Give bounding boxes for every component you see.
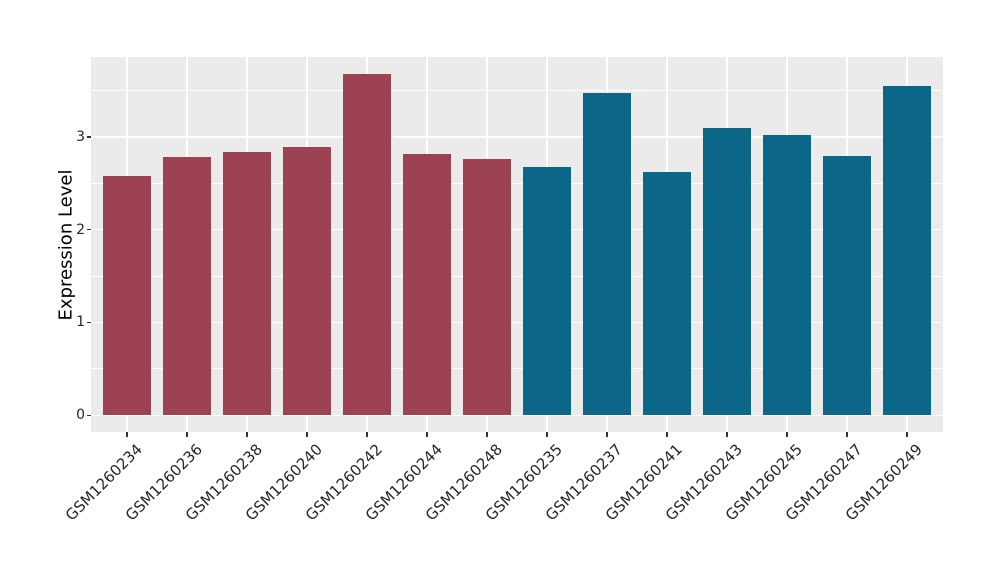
- x-tick-GSM1260241: [666, 432, 668, 437]
- x-tick-GSM1260249: [906, 432, 908, 437]
- bar-GSM1260248: [463, 159, 511, 416]
- y-tick-label-3: 3: [76, 128, 85, 145]
- y-tick-label-2: 2: [76, 221, 85, 238]
- x-tick-GSM1260242: [366, 432, 368, 437]
- bar-GSM1260240: [283, 147, 331, 416]
- x-tick-GSM1260248: [486, 432, 488, 437]
- y-tick-3: [86, 136, 91, 138]
- plot-panel: [91, 57, 943, 432]
- y-tick-2: [86, 228, 91, 231]
- x-tick-GSM1260234: [126, 432, 128, 437]
- bar-GSM1260249: [883, 85, 931, 416]
- minor-gridline: [91, 89, 943, 91]
- x-tick-GSM1260237: [606, 432, 608, 437]
- x-tick-GSM1260244: [426, 432, 428, 437]
- bar-GSM1260243: [703, 127, 751, 416]
- x-tick-GSM1260238: [246, 432, 248, 437]
- x-tick-GSM1260245: [786, 432, 788, 437]
- x-tick-GSM1260247: [846, 432, 848, 437]
- major-gridline: [91, 414, 943, 417]
- y-tick-1: [86, 321, 91, 324]
- y-axis-title: Expression Level: [55, 169, 77, 321]
- x-tick-GSM1260240: [306, 432, 308, 437]
- minor-gridline: [91, 368, 943, 370]
- major-gridline: [91, 136, 943, 138]
- minor-gridline: [91, 182, 943, 184]
- bar-GSM1260242: [343, 73, 391, 416]
- bar-GSM1260245: [763, 134, 811, 416]
- y-tick-0: [86, 414, 91, 417]
- bar-GSM1260236: [163, 157, 211, 416]
- x-tick-GSM1260236: [186, 432, 188, 437]
- major-gridline: [91, 321, 943, 324]
- minor-gridline: [91, 275, 943, 277]
- bar-GSM1260234: [103, 175, 151, 416]
- bar-GSM1260247: [823, 156, 871, 416]
- bar-GSM1260244: [403, 154, 451, 416]
- bar-GSM1260235: [523, 167, 571, 416]
- x-tick-GSM1260243: [726, 432, 728, 437]
- bar-GSM1260238: [223, 151, 271, 416]
- bar-GSM1260237: [583, 93, 631, 416]
- bar-GSM1260241: [643, 172, 691, 416]
- major-gridline: [91, 228, 943, 231]
- y-tick-label-0: 0: [76, 407, 85, 424]
- y-tick-label-1: 1: [76, 314, 85, 331]
- x-tick-GSM1260235: [546, 432, 548, 437]
